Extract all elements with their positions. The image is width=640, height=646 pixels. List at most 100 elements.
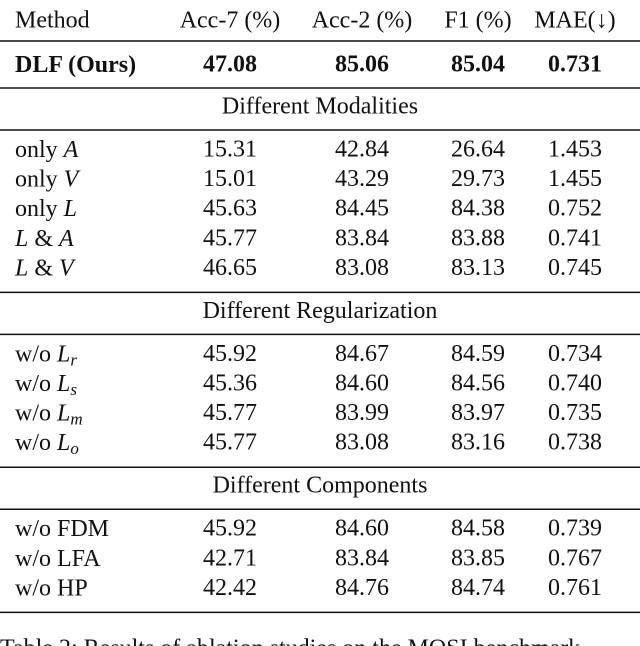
value-cell: 46.65: [203, 255, 257, 281]
value-cell: 84.74: [451, 575, 505, 601]
value-cell: 84.56: [451, 371, 505, 397]
method-text: w/o: [15, 430, 57, 456]
caption: Table 2: Results of ablation studies on …: [0, 636, 580, 646]
column-header: MAE(↓): [534, 8, 615, 34]
math-symbol: A: [57, 225, 74, 251]
section-title: Different Regularization: [203, 298, 438, 324]
method-cell: w/o Lo: [15, 430, 79, 458]
value-cell: 0.738: [548, 430, 602, 456]
value-cell: 45.77: [203, 400, 257, 426]
math-symbol: L: [63, 196, 77, 222]
column-header: Acc-7 (%): [180, 8, 281, 34]
value-cell: 29.73: [451, 166, 505, 192]
value-cell: 0.739: [548, 516, 602, 542]
value-cell: 47.08: [203, 52, 257, 78]
method-text: &: [28, 255, 59, 281]
method-text: w/o: [15, 341, 57, 367]
math-symbol: L: [14, 225, 28, 251]
value-cell: 83.16: [451, 430, 505, 456]
method-cell: only V: [15, 166, 81, 192]
method-text: w/o: [15, 400, 57, 426]
value-cell: 0.745: [548, 255, 602, 281]
value-cell: 0.731: [548, 52, 602, 78]
section-title: Different Components: [213, 473, 428, 499]
value-cell: 1.453: [548, 137, 602, 163]
math-symbol: V: [59, 255, 76, 281]
method-text: w/o FDM: [15, 516, 109, 542]
value-cell: 84.60: [335, 516, 389, 542]
math-symbol: L: [56, 430, 70, 456]
value-cell: 0.734: [548, 341, 602, 367]
value-cell: 0.761: [548, 575, 602, 601]
value-cell: 45.77: [203, 225, 257, 251]
value-cell: 85.06: [335, 52, 389, 78]
value-cell: 83.84: [335, 545, 389, 571]
value-cell: 42.42: [203, 575, 257, 601]
value-cell: 83.08: [335, 255, 389, 281]
value-cell: 0.767: [548, 545, 602, 571]
value-cell: 0.735: [548, 400, 602, 426]
value-cell: 83.84: [335, 225, 389, 251]
method-cell: w/o Ls: [15, 371, 77, 399]
method-cell: w/o LFA: [15, 545, 101, 571]
value-cell: 45.36: [203, 371, 257, 397]
value-cell: 45.77: [203, 430, 257, 456]
value-cell: 45.92: [203, 516, 257, 542]
math-subscript: r: [70, 350, 77, 369]
value-cell: 45.63: [203, 196, 257, 222]
value-cell: 42.71: [203, 545, 257, 571]
math-subscript: s: [70, 380, 77, 399]
method-text: only: [15, 166, 64, 192]
value-cell: 83.97: [451, 400, 505, 426]
math-symbol: V: [64, 166, 81, 192]
method-text: w/o: [15, 371, 57, 397]
value-cell: 84.60: [335, 371, 389, 397]
value-cell: 0.740: [548, 371, 602, 397]
math-subscript: o: [70, 439, 79, 458]
value-cell: 1.455: [548, 166, 602, 192]
column-header: Method: [15, 8, 90, 34]
value-cell: 42.84: [335, 137, 389, 163]
value-cell: 83.13: [451, 255, 505, 281]
value-cell: 15.31: [203, 137, 257, 163]
method-text: w/o HP: [15, 575, 88, 601]
column-header: F1 (%): [444, 8, 511, 34]
value-cell: 84.58: [451, 516, 505, 542]
method-cell: DLF (Ours): [15, 52, 136, 78]
method-cell: L & A: [14, 225, 74, 251]
math-symbol: L: [14, 255, 28, 281]
method-text: &: [28, 225, 59, 251]
value-cell: 0.741: [548, 225, 602, 251]
value-cell: 43.29: [335, 166, 389, 192]
math-symbol: L: [56, 341, 70, 367]
value-cell: 83.85: [451, 545, 505, 571]
column-header: Acc-2 (%): [312, 8, 413, 34]
value-cell: 84.45: [335, 196, 389, 222]
method-cell: only L: [15, 196, 77, 222]
value-cell: 45.92: [203, 341, 257, 367]
value-cell: 83.08: [335, 430, 389, 456]
value-cell: 0.752: [548, 196, 602, 222]
value-cell: 26.64: [451, 137, 505, 163]
math-symbol: L: [56, 400, 70, 426]
value-cell: 84.38: [451, 196, 505, 222]
method-text: DLF (Ours): [15, 52, 136, 78]
math-symbol: L: [56, 371, 70, 397]
math-subscript: m: [70, 410, 82, 429]
value-cell: 84.67: [335, 341, 389, 367]
value-cell: 83.88: [451, 225, 505, 251]
value-cell: 83.99: [335, 400, 389, 426]
method-cell: w/o FDM: [15, 516, 109, 542]
value-cell: 84.59: [451, 341, 505, 367]
method-text: only: [15, 196, 64, 222]
method-cell: L & V: [14, 255, 76, 281]
section-title: Different Modalities: [222, 94, 418, 120]
value-cell: 15.01: [203, 166, 257, 192]
value-cell: 85.04: [451, 52, 505, 78]
method-cell: w/o Lr: [15, 341, 77, 369]
math-symbol: A: [62, 137, 79, 163]
method-text: only: [15, 137, 64, 163]
method-cell: only A: [15, 137, 79, 163]
method-cell: w/o HP: [15, 575, 88, 601]
